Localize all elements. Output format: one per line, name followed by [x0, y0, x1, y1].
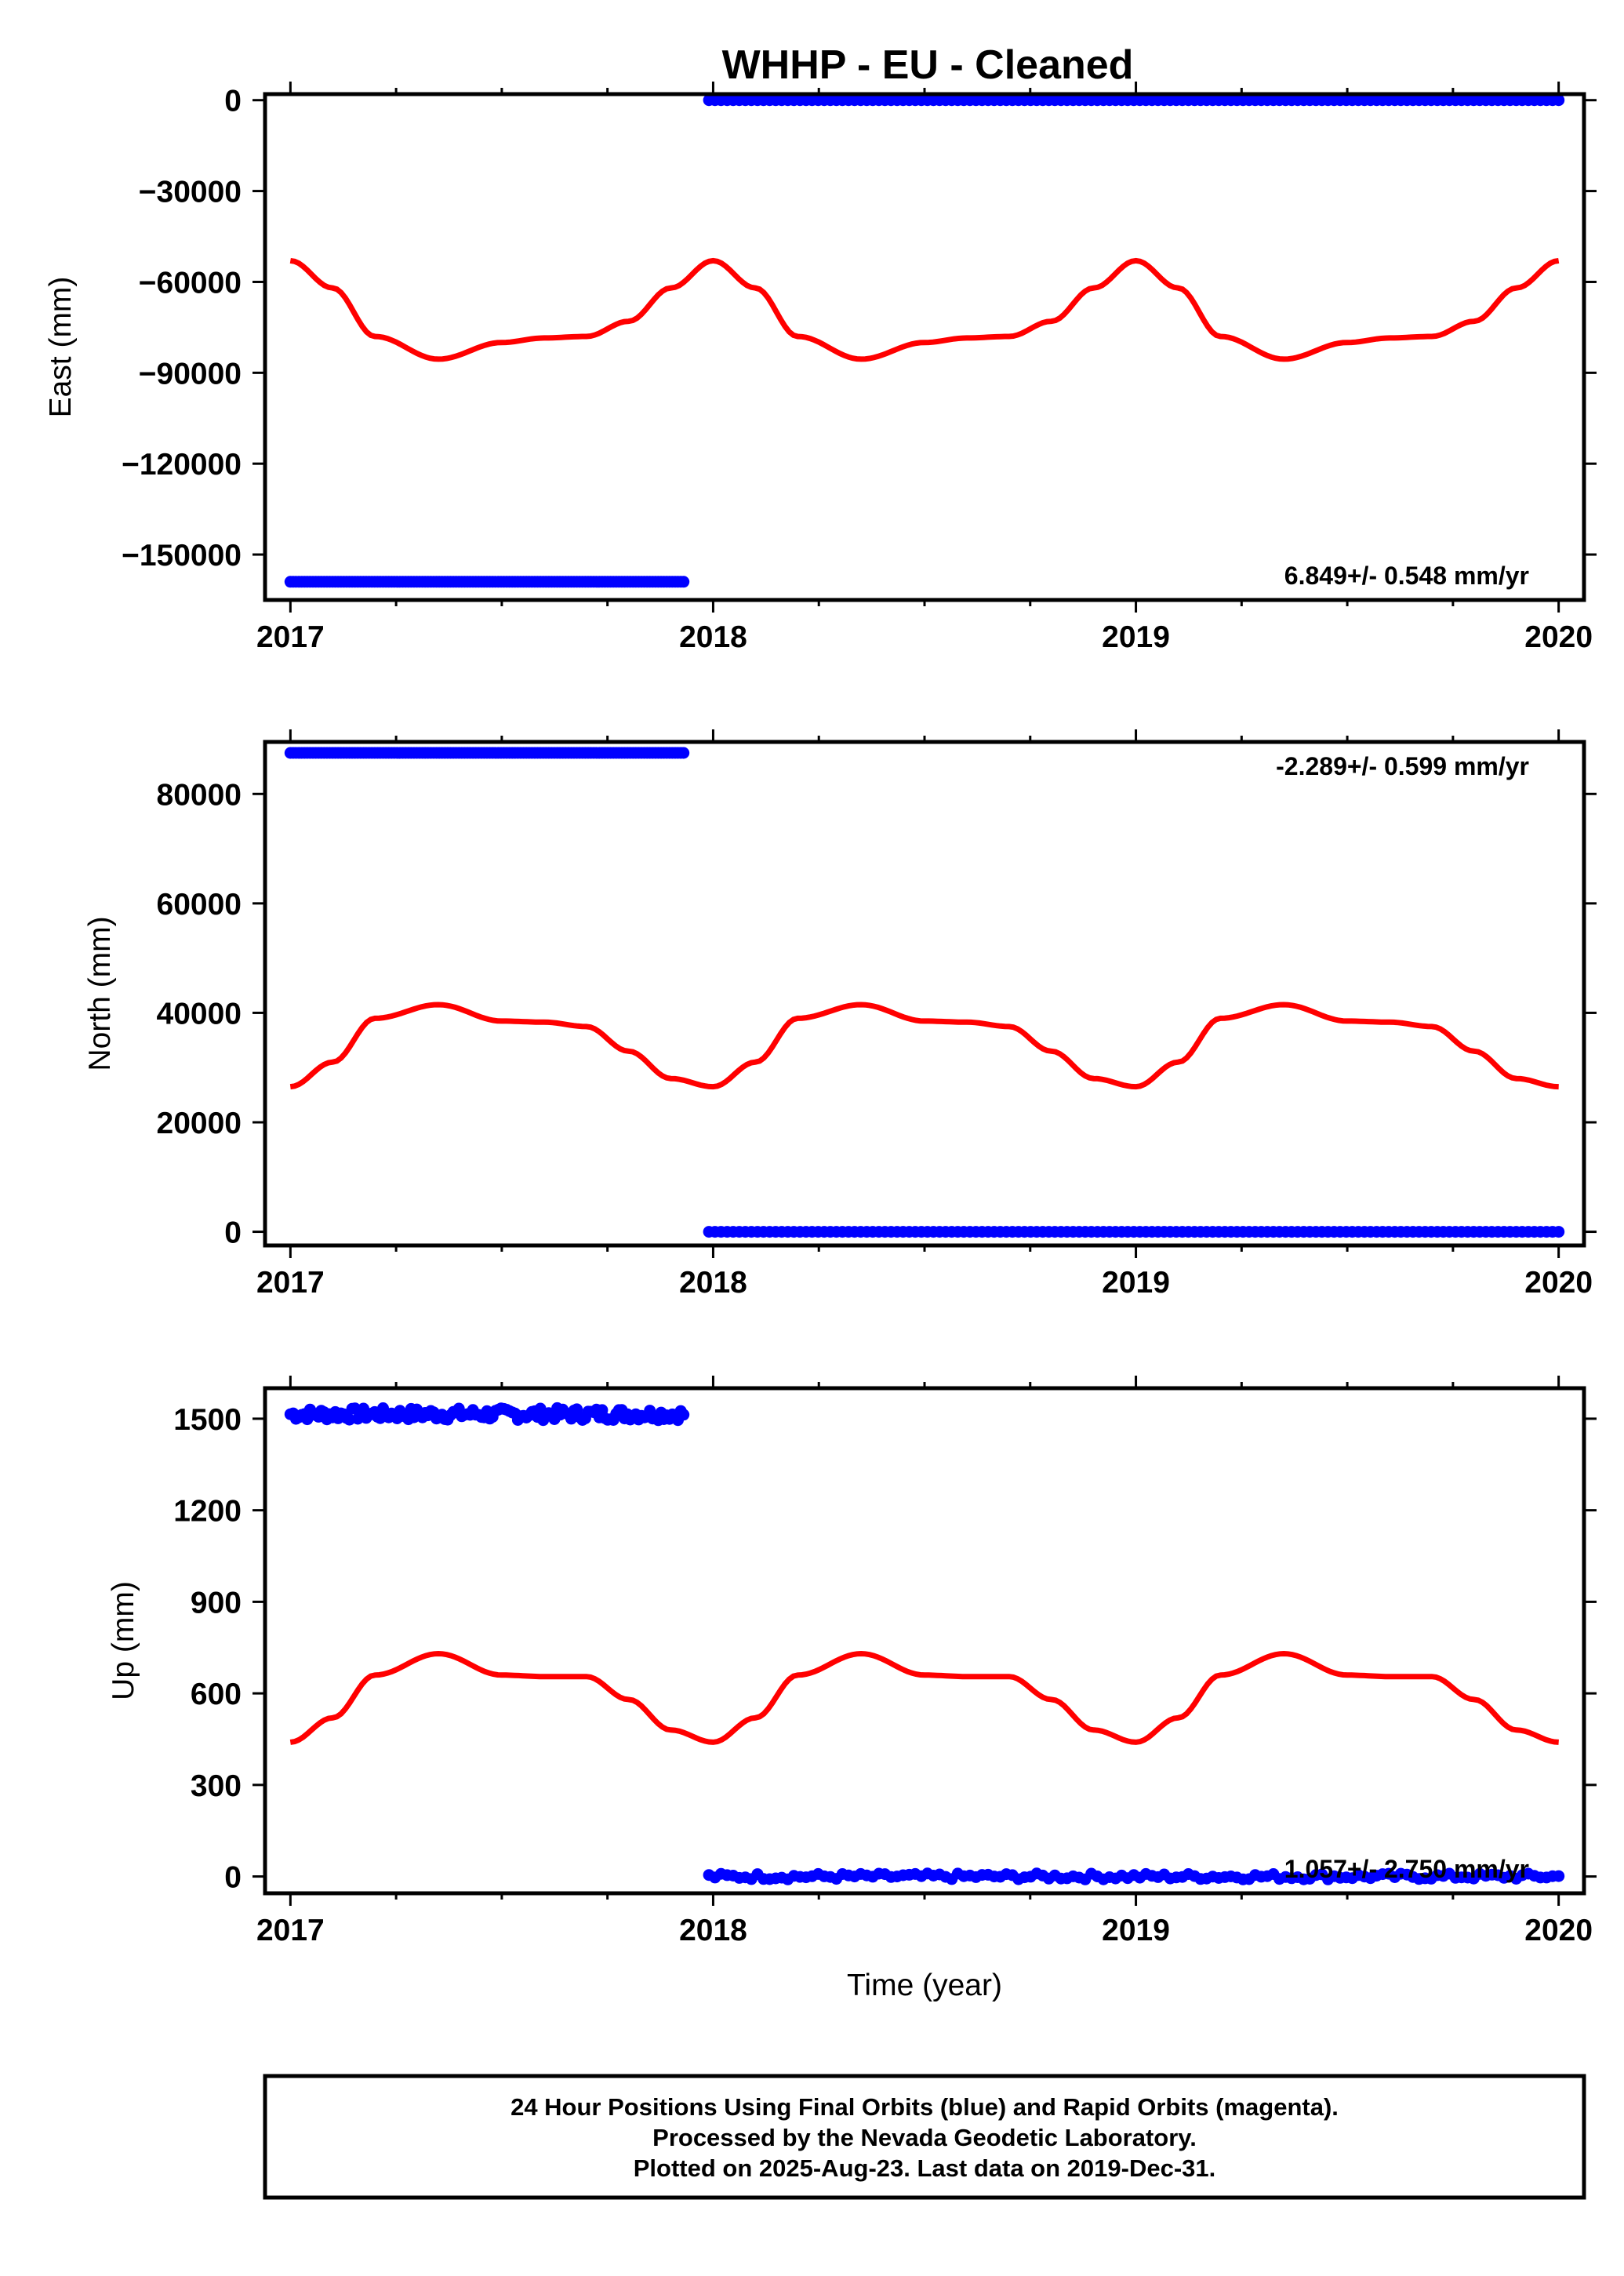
rate-label: -2.289+/- 0.599 mm/yr: [1276, 752, 1529, 780]
series-2: [703, 1867, 1565, 1885]
panel-3: 2017 2018 2019 2020 1500 1200 900 600 300 0 Up (mm…: [107, 1376, 1597, 2002]
y-tick-label: 300: [191, 1769, 242, 1803]
y-tick-label: 0: [224, 1216, 242, 1250]
y-tick-label: 20000: [157, 1107, 242, 1140]
data-point: [678, 576, 690, 588]
series-2: [703, 1226, 1565, 1238]
y-tick-label: −60000: [139, 266, 242, 300]
y-axis-label: Up (mm): [107, 1581, 140, 1700]
y-tick-label: 40000: [157, 997, 242, 1031]
footer-line-1: 24 Hour Positions Using Final Orbits (bl…: [510, 2093, 1339, 2121]
y-axis-label: East (mm): [44, 277, 78, 418]
x-tick-label: 2019: [1102, 1266, 1170, 1300]
y-tick-label: 0: [224, 1861, 242, 1895]
x-tick-label: 2017: [256, 620, 325, 654]
plot-frame: [263, 92, 1586, 602]
y-tick-label: −30000: [139, 176, 242, 209]
x-axis-label: Time (year): [847, 1969, 1002, 2002]
data-point: [678, 747, 690, 759]
data-point: [1553, 1226, 1565, 1238]
x-tick-label: 2020: [1524, 620, 1593, 654]
panel-2: 2017 2018 2019 2020 80000 60000 40000 20000 0 Nor…: [83, 729, 1597, 1300]
panel-1: 2017 2018 2019 2020 0 −30000 −60000 −90000 −1200…: [44, 82, 1597, 654]
x-tick-label: 2019: [1102, 620, 1170, 654]
y-tick-label: −120000: [122, 448, 242, 482]
x-tick-label: 2017: [256, 1266, 325, 1300]
y-tick-label: 600: [191, 1678, 242, 1711]
y-tick-label: 1200: [173, 1495, 242, 1529]
x-tick-label: 2020: [1524, 1266, 1593, 1300]
plot-frame: [263, 740, 1586, 1248]
series-1: [284, 1402, 690, 1427]
y-tick-label: 900: [191, 1586, 242, 1620]
y-tick-label: 60000: [157, 888, 242, 922]
y-tick-label: 80000: [157, 778, 242, 812]
data-point: [1553, 1870, 1565, 1882]
x-tick-label: 2018: [679, 1266, 747, 1300]
footer-box: 24 Hour Positions Using Final Orbits (bl…: [263, 2074, 1586, 2200]
footer-line-3: Plotted on 2025-Aug-23. Last data on 201…: [634, 2154, 1216, 2182]
series-2: [703, 94, 1565, 107]
y-axis-label: North (mm): [83, 916, 117, 1071]
rate-label: 1.057+/- 2.750 mm/yr: [1284, 1855, 1529, 1883]
x-tick-label: 2020: [1524, 1914, 1593, 1947]
x-tick-label: 2018: [679, 620, 747, 654]
data-point: [1553, 94, 1565, 107]
y-tick-label: −90000: [139, 357, 242, 391]
x-tick-label: 2018: [679, 1914, 747, 1947]
panels: 2017 2018 2019 2020 0 −30000 −60000 −90000 −1200…: [44, 82, 1597, 2002]
x-tick-label: 2017: [256, 1914, 325, 1947]
x-tick-label: 2019: [1102, 1914, 1170, 1947]
model-curve: [289, 1002, 1559, 1090]
y-tick-label: −150000: [122, 539, 242, 573]
plot-title: WHHP - EU - Cleaned: [722, 42, 1134, 88]
data-point: [678, 1409, 690, 1421]
rate-label: 6.849+/- 0.548 mm/yr: [1284, 562, 1529, 590]
y-tick-label: 0: [224, 85, 242, 118]
plot-frame: [263, 1386, 1586, 1896]
series-1: [284, 747, 690, 759]
y-tick-label: 1500: [173, 1403, 242, 1437]
model-curve: [289, 1650, 1559, 1745]
series-1: [284, 576, 690, 588]
footer-line-2: Processed by the Nevada Geodetic Laborat…: [652, 2124, 1197, 2151]
model-curve: [289, 257, 1560, 362]
